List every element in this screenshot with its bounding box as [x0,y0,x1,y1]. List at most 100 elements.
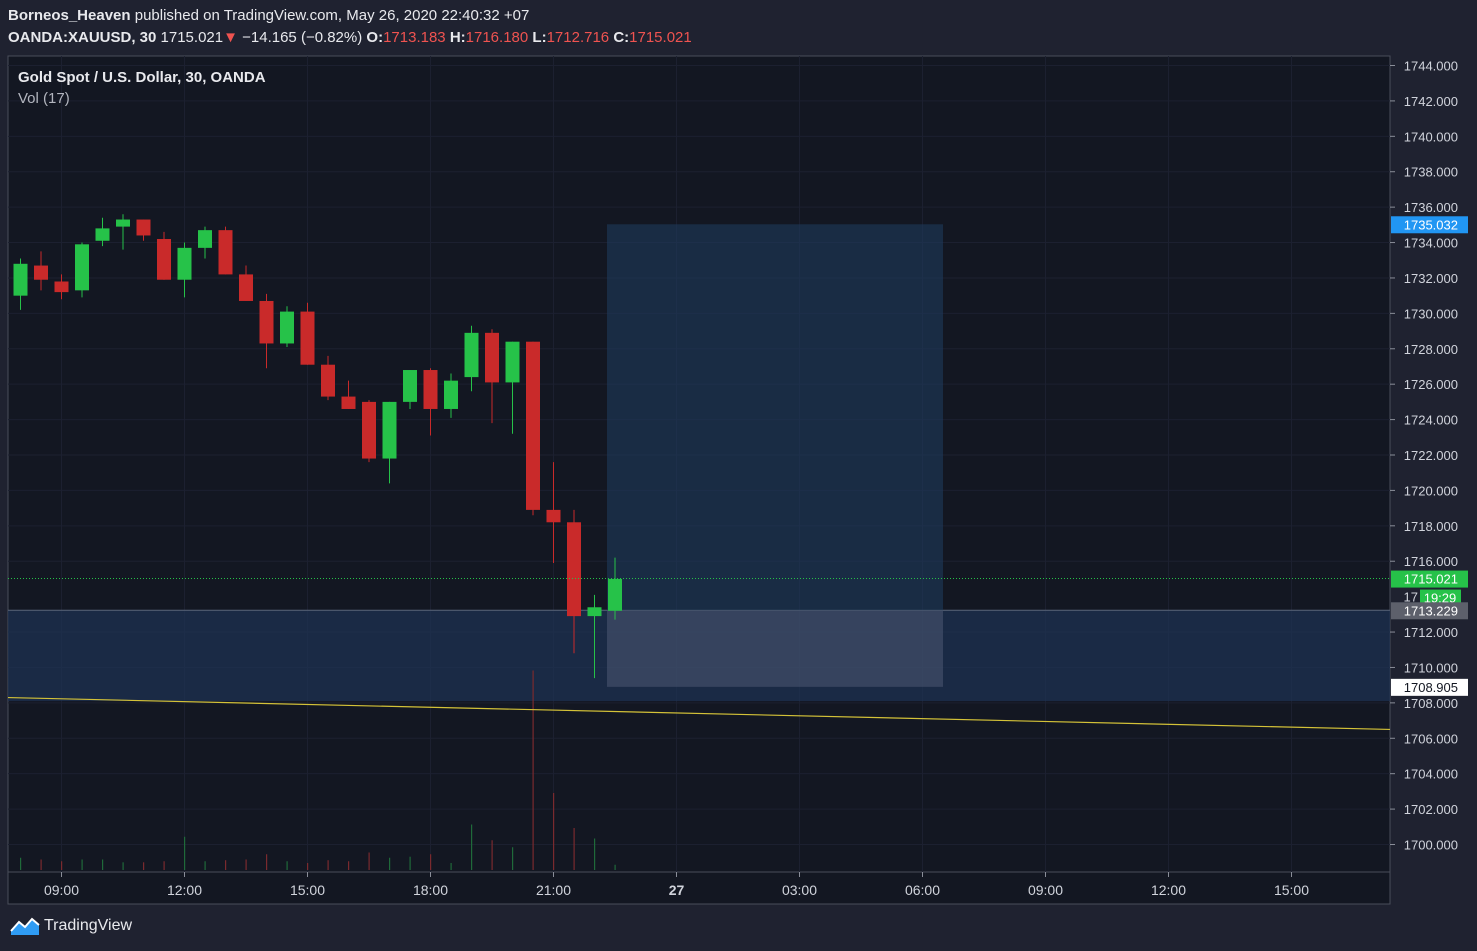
price-tick-label: 1706.000 [1404,731,1458,746]
time-tick-label: 15:00 [290,882,325,898]
volume-bar [348,861,350,870]
price-axis[interactable]: 1744.000 1742.000 1740.000 1738.000 1736.000… [1390,59,1458,853]
price-tick-label: 1732.000 [1404,271,1458,286]
candle-body [505,341,520,383]
close-value: 1715.021 [629,29,692,46]
zones [8,224,1390,702]
price-tick-label: 1744.000 [1404,59,1458,74]
time-axis[interactable]: 09:00 12:00 15:00 18:00 21:00 27 03:00 06:00 09:… [44,872,1309,898]
time-tick-label: 12:00 [167,882,202,898]
volume-bar [389,857,391,870]
time-tick-label: 09:00 [44,882,79,898]
last-price: 1715.021 [160,29,224,46]
candle-body [198,230,212,248]
candle-body [403,370,417,402]
legend-indicator: Vol (17) [18,90,70,107]
high-value: 1716.180 [465,29,529,46]
candle [587,594,602,679]
overlays [7,578,1391,731]
candle [382,401,397,484]
tradingview-brand[interactable]: TradingView [10,916,132,936]
brand-name: TradingView [44,917,133,934]
stop-price-label: 1708.905 [1404,680,1458,695]
candle-body [54,281,69,293]
candle [321,355,335,401]
candle-body [259,300,274,344]
candle-body [321,364,335,397]
volume-bar [225,860,227,870]
time-tick-label: 12:00 [1151,882,1186,898]
price-tick-label: 1700.000 [1404,838,1458,853]
current-price-label-bg [1391,570,1468,588]
volume-bar [471,824,473,870]
volume-bar [204,861,206,870]
legend-title: Gold Spot / U.S. Dollar, 30, OANDA [18,69,266,86]
volume-bar [122,862,124,870]
candle [464,325,479,392]
candle [116,214,130,250]
candle [567,509,581,654]
candle-body [485,332,499,383]
down-arrow-icon: ▼ [223,29,238,46]
entry-price-label: 1713.229 [1404,603,1458,618]
candle-body [218,230,233,275]
candle [546,462,561,563]
candle [362,400,376,463]
candle [259,293,274,369]
candle [423,368,438,436]
volume-bar [532,670,534,870]
price-tick-label: 1724.000 [1404,413,1458,428]
volume-bar [102,859,104,870]
publish-info: Borneos_Heaven published on TradingView.… [8,7,529,24]
time-tick-label: 18:00 [413,882,448,898]
stop-zone [607,610,943,687]
candle-body [280,311,294,344]
candle-body [95,228,110,241]
candle [198,226,212,259]
time-tick-label: 21:00 [536,882,571,898]
candle [280,306,294,348]
volume-bar [184,836,186,870]
price-tick-label: 1708.000 [1404,696,1458,711]
candle [157,231,171,280]
price-tick-label: 1704.000 [1404,767,1458,782]
high-label: H: [449,29,466,46]
stop-price-label-bg [1391,678,1468,696]
candle-body [239,274,253,301]
open-label: O: [366,29,384,46]
candle [341,380,356,409]
countdown-label: 19:29 [1424,591,1457,606]
candle-body [444,380,458,409]
close-label: C: [613,29,630,46]
low-label: L: [532,29,547,46]
volume-bar [40,859,42,870]
candle-body [526,341,540,510]
volume-bar [20,857,22,870]
author-name[interactable]: Borneos_Heaven [8,7,131,24]
candle [136,219,151,241]
candle [444,373,458,418]
volume-bars [20,670,616,870]
volume-bar [266,854,268,870]
price-tick-label: 1712.000 [1404,625,1458,640]
candle-body [116,219,130,227]
volume-bar [553,793,555,870]
candle [505,341,520,434]
candle-body [546,509,561,523]
time-tick-label: 09:00 [1028,882,1063,898]
price-tick-label: 1742.000 [1404,94,1458,109]
entry-price-label-bg [1391,602,1468,620]
volume-bar [573,828,575,870]
symbol-name[interactable]: OANDA:XAUUSD, 30 [8,29,157,46]
candle-body [75,244,89,291]
price-tick-label: 1722.000 [1404,448,1458,463]
candle-body [34,265,48,280]
price-tick-label: 1702.000 [1404,802,1458,817]
volume-bar [61,861,63,870]
price-tick-label: 1728.000 [1404,342,1458,357]
candle-body [587,607,602,617]
price-tick-label-partial: 17 [1404,590,1418,605]
candle [485,329,499,424]
volume-bar [245,859,247,870]
